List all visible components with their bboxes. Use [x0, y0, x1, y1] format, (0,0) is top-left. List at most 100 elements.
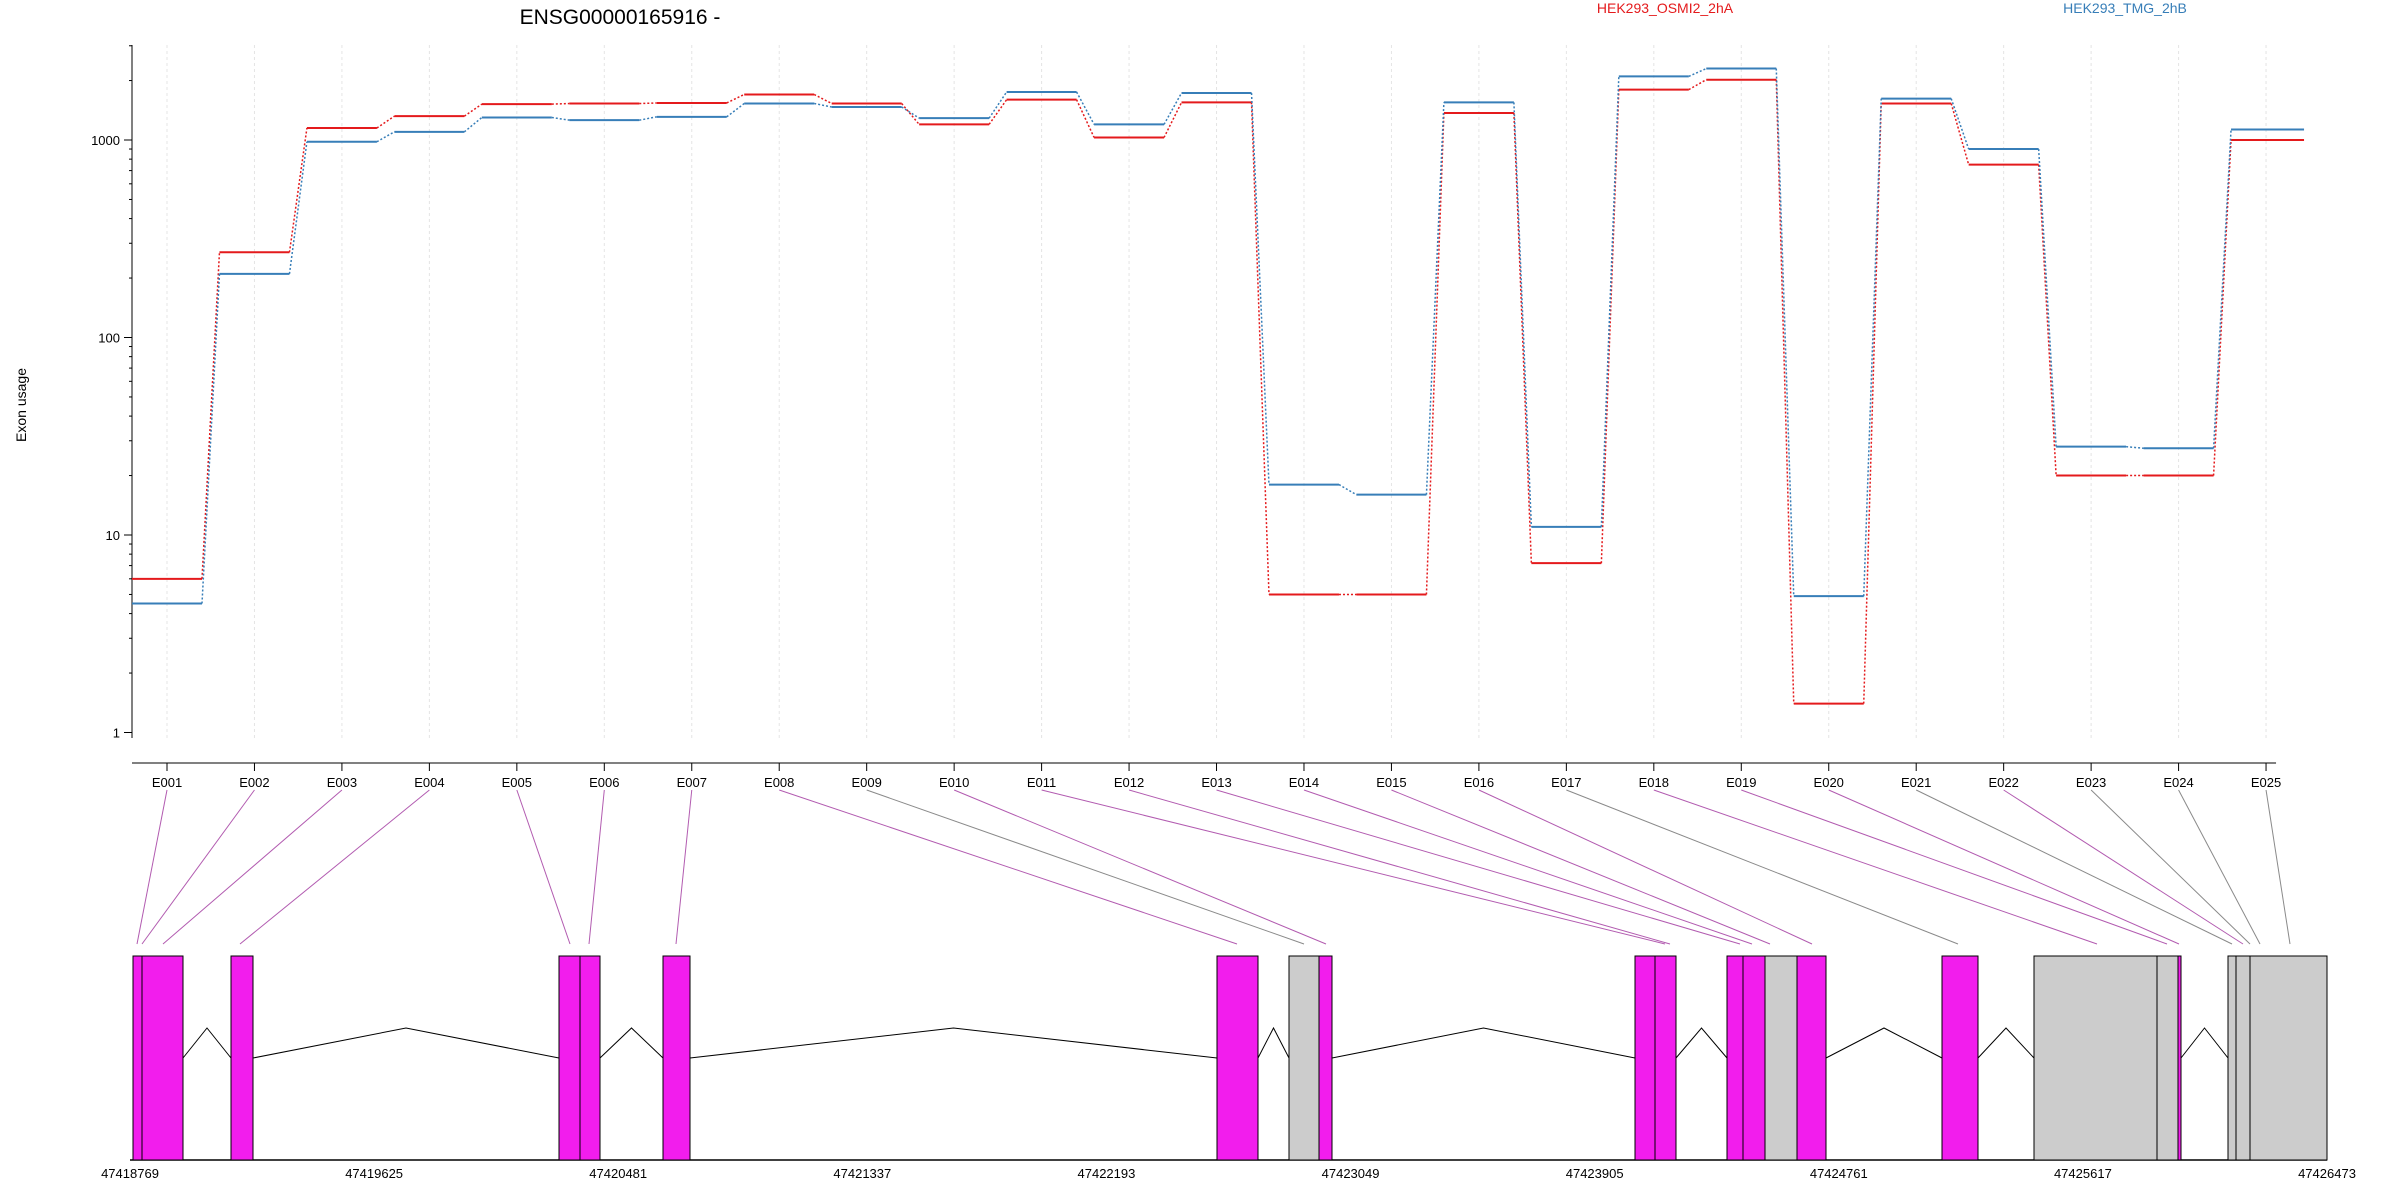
connector-line	[675, 789, 693, 945]
x-axis: E001 E002 E003 E004 E005 E006 E007 E008 E009 E010…	[132, 762, 2281, 790]
legend: HEK293_OSMI2_2hA HEK293_TMG_2hB	[1597, 0, 2187, 16]
series-link	[2212, 129, 2232, 449]
coord-label: 47419625	[345, 1166, 403, 1181]
series-link	[1163, 102, 1183, 138]
series-link	[1425, 102, 1445, 495]
connector-line	[162, 789, 343, 945]
series-link	[1600, 89, 1620, 564]
x-tick-label: E019	[1726, 775, 1756, 790]
connector-line	[588, 789, 605, 945]
connector-line	[1915, 789, 2233, 945]
series-link	[1425, 112, 1445, 595]
connector-line	[953, 789, 1327, 945]
intron	[1675, 1027, 1728, 1059]
connector-line	[1653, 789, 2098, 945]
coord-label: 47421337	[833, 1166, 891, 1181]
x-tick-label: E016	[1464, 775, 1494, 790]
exon-block	[132, 955, 184, 1161]
series-link	[726, 102, 745, 118]
series-link	[288, 141, 308, 274]
connector-line	[136, 789, 168, 945]
exon-block	[1796, 955, 1827, 1161]
connector-line	[1041, 789, 1666, 945]
series-link	[814, 102, 832, 108]
series-link	[1513, 102, 1533, 527]
series-layer	[132, 67, 2305, 705]
series-link	[201, 273, 221, 604]
series-link	[1250, 92, 1270, 485]
x-tick-label: E011	[1027, 775, 1056, 790]
intron	[1825, 1027, 1943, 1059]
series-link	[376, 115, 395, 129]
x-tick-label: E007	[677, 775, 707, 790]
coord-label: 47426473	[2298, 1166, 2356, 1181]
series-link	[1513, 112, 1533, 564]
intron	[182, 1027, 232, 1059]
x-tick-label: E006	[589, 775, 619, 790]
grid-lines	[166, 45, 2267, 738]
x-tick-label: E022	[1988, 775, 2018, 790]
series-link	[901, 103, 920, 125]
series-link	[813, 93, 833, 105]
y-tick-label: 1	[113, 726, 120, 741]
exon-block	[230, 955, 254, 1161]
intron	[689, 1027, 1218, 1059]
series-link	[639, 102, 657, 105]
x-tick-label: E005	[502, 775, 532, 790]
exon-block	[2227, 955, 2328, 1161]
connector-line	[1391, 789, 1771, 945]
connector-line	[2265, 789, 2291, 945]
series-link	[1163, 92, 1183, 125]
x-tick-label: E020	[1814, 775, 1844, 790]
x-tick-label: E015	[1376, 775, 1406, 790]
connector-line	[1741, 789, 2168, 945]
series-link	[1950, 103, 1970, 165]
series-link	[639, 116, 657, 121]
intron	[1977, 1027, 2035, 1059]
series-link	[1250, 102, 1270, 595]
gene-model: 47418769 47419625 47420481 47421337 47422193…	[101, 955, 2356, 1181]
x-tick-label: E009	[851, 775, 881, 790]
intron	[252, 1027, 560, 1059]
coord-label: 47423049	[1322, 1166, 1380, 1181]
series-link	[463, 103, 483, 117]
series-link	[726, 93, 745, 104]
series-link	[988, 99, 1008, 125]
connector-line	[866, 789, 1305, 945]
x-tick-label: E002	[239, 775, 269, 790]
x-tick-label: E004	[414, 775, 444, 790]
y-tick-label: 10	[106, 528, 120, 543]
connector-line	[1478, 789, 1813, 945]
exon-block	[662, 955, 691, 1161]
legend-entry: HEK293_TMG_2hB	[2063, 0, 2187, 16]
connector-line	[1303, 789, 1753, 945]
connector-line	[1216, 789, 1741, 945]
exon-block	[1288, 955, 1320, 1161]
x-tick-label: E023	[2076, 775, 2106, 790]
x-tick-label: E012	[1114, 775, 1144, 790]
connector-line	[141, 789, 255, 945]
connector-line	[239, 789, 430, 945]
intron	[599, 1027, 664, 1059]
x-tick-label: E024	[2163, 775, 2193, 790]
series-link	[1862, 98, 1882, 597]
series-link	[2126, 445, 2144, 449]
series-link	[2212, 139, 2232, 476]
x-tick-label: E018	[1639, 775, 1669, 790]
series-link	[1075, 99, 1095, 138]
x-tick-label: E017	[1551, 775, 1581, 790]
connector-line	[2090, 789, 2251, 945]
series-link	[1338, 483, 1357, 496]
series-link	[1950, 98, 1970, 150]
series-link	[288, 127, 308, 253]
series-link	[1688, 79, 1707, 91]
y-tick-label: 100	[98, 331, 120, 346]
intron	[1331, 1027, 1636, 1059]
y-tick-label: 1000	[91, 133, 120, 148]
exon-block	[2177, 955, 2182, 1161]
coord-label: 47425617	[2054, 1166, 2112, 1181]
coord-label: 47420481	[589, 1166, 647, 1181]
coord-label: 47423905	[1566, 1166, 1624, 1181]
series-link	[201, 252, 221, 579]
